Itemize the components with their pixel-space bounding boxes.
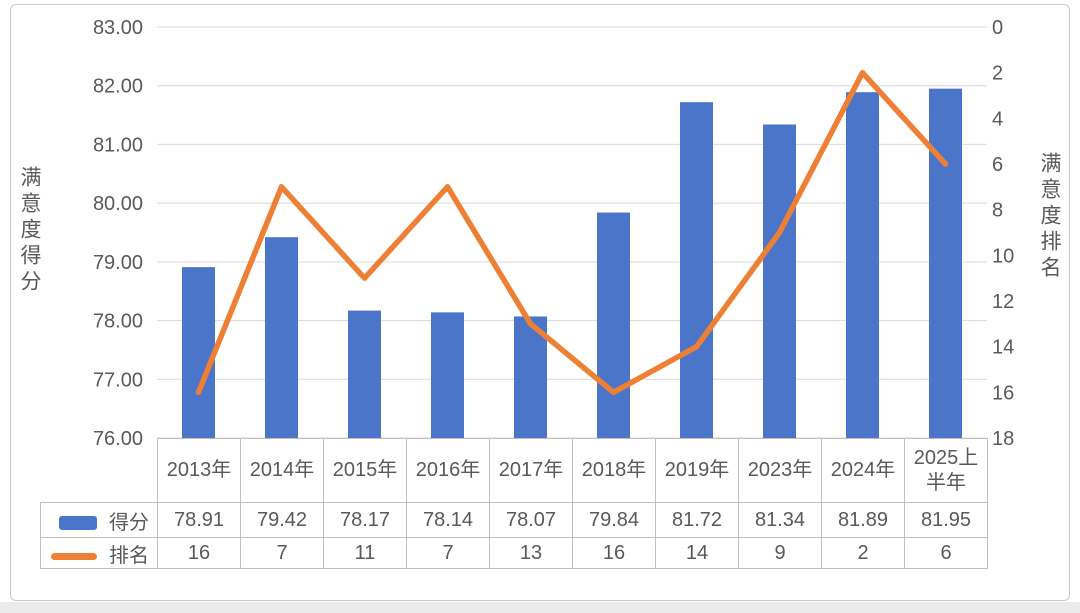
year-header-cell: 2013年 [157,438,241,503]
year-header-cell: 2019年 [655,438,739,503]
left-axis-tick: 82.00 [93,76,143,98]
year-header-cell: 2014年 [240,438,324,503]
score-bar [763,124,796,439]
year-header-cell: 2024年 [821,438,905,503]
rank-value-cell: 9 [738,537,822,569]
left-axis-title: 满意度得分 [18,166,41,296]
right-axis-tick-labels: 0 2 4 6 8 10 12 14 16 18 [992,17,1014,450]
right-axis-tick: 18 [992,428,1014,450]
year-header-row: 2013年 2014年 2015年 2016年 2017年 2018年 2019年 2023年… [41,438,988,503]
left-axis-tick: 81.00 [93,134,143,156]
rank-line [195,69,949,396]
table-corner-cell [41,439,158,503]
year-header-cell: 2016年 [406,438,490,503]
rank-value-cell: 7 [240,537,324,569]
rank-value-cell: 16 [157,537,241,569]
left-axis-tick: 76.00 [93,428,143,450]
score-legend-label: 得分 [109,511,149,534]
left-axis-tick: 77.00 [93,369,143,391]
rank-line-legend-swatch [51,552,97,560]
rank-value-cell: 6 [904,537,988,569]
year-header-cell: 2018年 [572,438,656,503]
right-axis-tick: 10 [992,245,1014,267]
right-axis-tick: 12 [992,291,1014,313]
rank-value-cell: 14 [655,537,739,569]
score-value-cell: 78.07 [489,502,573,538]
score-value-cell: 78.14 [406,502,490,538]
score-legend-cell: 得分 [40,502,158,538]
score-value-cell: 78.91 [157,502,241,538]
score-bar [929,88,962,439]
left-axis-tick: 80.00 [93,193,143,215]
left-axis-tick: 78.00 [93,311,143,333]
right-axis-title: 满意度排名 [1038,152,1061,282]
score-value-cell: 78.17 [323,502,407,538]
right-axis-tick: 16 [992,382,1014,404]
score-value-cell: 81.72 [655,502,739,538]
score-bar [348,310,381,438]
rank-legend-cell: 排名 [40,537,158,569]
score-value-cell: 79.42 [240,502,324,538]
score-bar [846,92,879,439]
rank-polyline [195,69,949,396]
left-axis-tick-labels: 83.00 82.00 81.00 80.00 79.00 78.00 77.00 76.00 [93,17,143,450]
left-axis-tick: 79.00 [93,252,143,274]
rank-value-cell: 2 [821,537,905,569]
score-row: 得分 78.91 79.42 78.17 78.14 78.07 79.84 81.72 81… [40,502,988,538]
combo-chart-plot: 83.00 82.00 81.00 80.00 79.00 78.00 77.00 76.00… [93,17,1014,450]
score-value-cell: 81.34 [738,502,822,538]
left-axis-tick: 83.00 [93,17,143,39]
score-bar [597,212,630,438]
score-bar [514,316,547,438]
right-axis-tick: 6 [992,154,1003,176]
rank-row: 排名 16 7 11 7 13 16 14 9 2 6 [40,537,988,569]
right-axis-tick: 14 [992,337,1014,359]
score-bar [182,267,215,438]
rank-legend-label: 排名 [109,544,149,567]
rank-value-cell: 13 [489,537,573,569]
right-axis-tick: 2 [992,63,1003,85]
rank-value-cell: 11 [323,537,407,569]
right-axis-tick: 8 [992,200,1003,222]
year-header-cell: 2015年 [323,438,407,503]
year-header-cell: 2023年 [738,438,822,503]
data-table: 2013年 2014年 2015年 2016年 2017年 2018年 2019年 2023年… [40,438,988,569]
score-bar [265,237,298,438]
rank-value-cell: 16 [572,537,656,569]
right-axis-tick: 4 [992,108,1003,130]
score-value-cell: 81.95 [904,502,988,538]
year-header-cell: 2017年 [489,438,573,503]
page-bottom-strip [0,602,1080,613]
score-bar [680,102,713,438]
score-bar-legend-swatch [59,515,97,530]
score-bars [182,88,962,439]
score-bar [431,312,464,438]
right-axis-tick: 0 [992,17,1003,39]
year-header-cell: 2025上半年 [904,438,988,503]
score-value-cell: 79.84 [572,502,656,538]
rank-value-cell: 7 [406,537,490,569]
score-value-cell: 81.89 [821,502,905,538]
